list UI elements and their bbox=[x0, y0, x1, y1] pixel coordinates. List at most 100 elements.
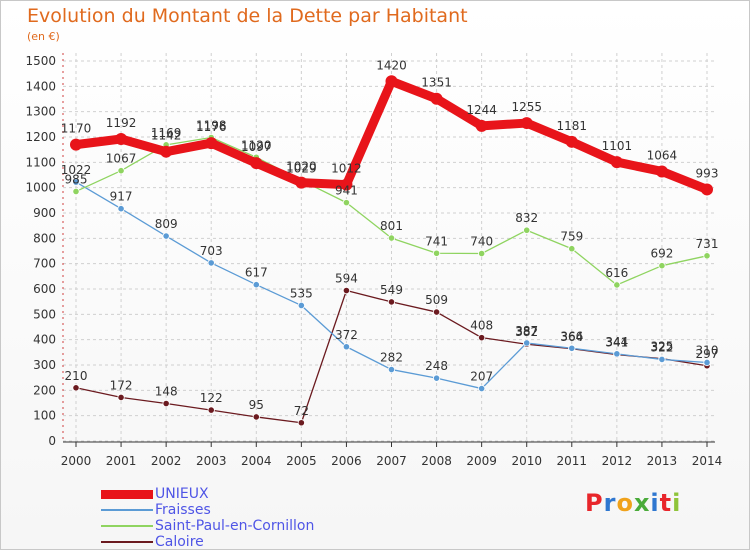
data-label: 1067 bbox=[106, 152, 137, 166]
data-label: 616 bbox=[605, 266, 628, 280]
data-label: 1120 bbox=[241, 138, 272, 152]
data-point bbox=[703, 252, 711, 260]
data-point bbox=[655, 165, 668, 178]
data-point bbox=[117, 167, 125, 175]
data-label: 941 bbox=[335, 184, 358, 198]
data-point bbox=[568, 344, 576, 352]
x-tick-label: 2010 bbox=[511, 454, 542, 468]
y-tick-label: 300 bbox=[33, 358, 56, 372]
data-point bbox=[117, 205, 125, 213]
x-tick-label: 2008 bbox=[421, 454, 452, 468]
data-point bbox=[430, 92, 443, 105]
data-label: 382 bbox=[515, 325, 538, 339]
logo-letter: o bbox=[616, 489, 634, 517]
data-label: 985 bbox=[65, 172, 88, 186]
logo-letter: P bbox=[585, 489, 604, 517]
x-tick-label: 2012 bbox=[602, 454, 633, 468]
data-point bbox=[385, 75, 398, 88]
data-label: 1097 bbox=[241, 140, 272, 154]
legend-label: UNIEUX bbox=[155, 486, 209, 502]
data-label: 809 bbox=[155, 217, 178, 231]
data-label: 832 bbox=[515, 211, 538, 225]
x-tick-label: 2003 bbox=[196, 454, 227, 468]
legend-label: Fraisses bbox=[155, 502, 211, 518]
chart-title: Evolution du Montant de la Dette par Hab… bbox=[27, 5, 468, 27]
data-label: 1244 bbox=[466, 103, 497, 117]
data-point bbox=[478, 249, 486, 258]
data-point bbox=[207, 259, 215, 267]
y-tick-label: 400 bbox=[33, 333, 56, 347]
data-point bbox=[432, 374, 441, 382]
data-point bbox=[340, 178, 353, 191]
legend-swatch bbox=[101, 525, 153, 527]
data-label: 617 bbox=[245, 266, 268, 280]
y-tick-label: 500 bbox=[33, 307, 56, 321]
x-tick-label: 2006 bbox=[331, 454, 362, 468]
data-label: 325 bbox=[650, 340, 673, 354]
data-label: 740 bbox=[470, 235, 493, 249]
data-point bbox=[70, 138, 82, 151]
data-point bbox=[478, 334, 486, 342]
data-point bbox=[252, 281, 260, 289]
data-label: 1198 bbox=[196, 119, 227, 133]
data-label: 594 bbox=[335, 272, 358, 286]
data-label: 341 bbox=[605, 336, 628, 350]
data-label: 731 bbox=[696, 237, 719, 251]
data-point bbox=[610, 156, 623, 169]
data-point bbox=[565, 135, 578, 148]
data-point bbox=[72, 178, 80, 186]
legend-swatch bbox=[101, 541, 153, 543]
y-tick-label: 100 bbox=[33, 409, 56, 423]
data-point bbox=[523, 226, 531, 234]
data-label: 801 bbox=[380, 219, 403, 233]
data-label: 509 bbox=[425, 293, 448, 307]
data-point bbox=[658, 262, 666, 270]
y-tick-label: 1100 bbox=[25, 155, 56, 169]
x-tick-label: 2005 bbox=[286, 454, 317, 468]
y-tick-label: 1400 bbox=[25, 79, 56, 93]
legend-swatch bbox=[101, 509, 153, 511]
data-label: 535 bbox=[290, 286, 313, 300]
data-point bbox=[162, 399, 170, 408]
data-label: 344 bbox=[605, 335, 628, 349]
data-point bbox=[205, 137, 218, 150]
data-label: 122 bbox=[200, 391, 223, 405]
x-tick-label: 2014 bbox=[692, 454, 723, 468]
data-point bbox=[523, 339, 531, 347]
data-label: 210 bbox=[65, 369, 88, 383]
data-label: 1351 bbox=[421, 76, 452, 90]
legend-label: Saint-Paul-en-Cornillon bbox=[155, 518, 315, 534]
x-tick-label: 2004 bbox=[241, 454, 272, 468]
legend-swatch bbox=[101, 489, 153, 499]
data-label: 282 bbox=[380, 351, 403, 365]
data-label: 1142 bbox=[151, 129, 182, 143]
data-point bbox=[250, 157, 263, 170]
data-point bbox=[432, 249, 441, 257]
data-label: 1169 bbox=[151, 126, 182, 140]
data-label: 248 bbox=[425, 359, 448, 373]
data-label: 1420 bbox=[376, 58, 407, 72]
data-label: 741 bbox=[425, 234, 448, 248]
data-label: 1022 bbox=[61, 163, 92, 177]
x-tick-label: 2013 bbox=[647, 454, 678, 468]
y-tick-label: 700 bbox=[33, 257, 56, 271]
data-label: 1176 bbox=[196, 120, 227, 134]
data-label: 549 bbox=[380, 283, 403, 297]
logo-letter: r bbox=[603, 489, 617, 517]
y-tick-label: 900 bbox=[33, 206, 56, 220]
data-point bbox=[342, 199, 351, 207]
y-tick-label: 600 bbox=[33, 282, 56, 296]
data-label: 372 bbox=[335, 328, 358, 342]
x-tick-label: 2001 bbox=[106, 454, 137, 468]
y-tick-label: 0 bbox=[48, 434, 56, 448]
data-label: 1255 bbox=[511, 100, 542, 114]
data-point bbox=[297, 301, 305, 310]
y-tick-label: 800 bbox=[33, 231, 56, 245]
data-point bbox=[117, 393, 125, 402]
data-point bbox=[613, 281, 621, 289]
data-label: 917 bbox=[110, 190, 133, 204]
data-label: 692 bbox=[650, 247, 673, 261]
data-point bbox=[387, 365, 396, 374]
